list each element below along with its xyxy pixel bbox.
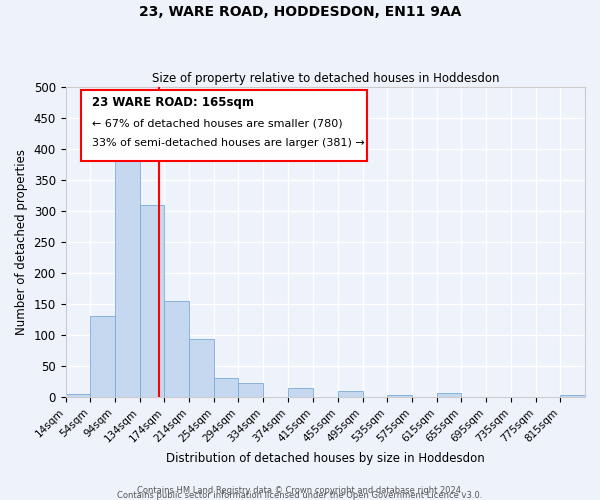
Y-axis label: Number of detached properties: Number of detached properties <box>15 149 28 335</box>
Text: 23, WARE ROAD, HODDESDON, EN11 9AA: 23, WARE ROAD, HODDESDON, EN11 9AA <box>139 5 461 19</box>
Bar <box>140 205 164 397</box>
Bar <box>90 316 115 397</box>
Text: Contains HM Land Registry data © Crown copyright and database right 2024.: Contains HM Land Registry data © Crown c… <box>137 486 463 495</box>
X-axis label: Distribution of detached houses by size in Hoddesdon: Distribution of detached houses by size … <box>166 452 485 465</box>
Bar <box>189 340 214 397</box>
Bar <box>288 388 313 397</box>
Title: Size of property relative to detached houses in Hoddesdon: Size of property relative to detached ho… <box>152 72 499 85</box>
Bar <box>65 394 90 397</box>
Bar <box>338 391 362 397</box>
Bar <box>214 378 238 397</box>
Bar <box>388 394 412 397</box>
Text: ← 67% of detached houses are smaller (780): ← 67% of detached houses are smaller (78… <box>92 118 342 128</box>
Text: 23 WARE ROAD: 165sqm: 23 WARE ROAD: 165sqm <box>92 96 254 110</box>
Bar <box>560 395 585 397</box>
Bar <box>437 394 461 397</box>
Text: Contains public sector information licensed under the Open Government Licence v3: Contains public sector information licen… <box>118 491 482 500</box>
Bar <box>164 301 189 397</box>
Text: 33% of semi-detached houses are larger (381) →: 33% of semi-detached houses are larger (… <box>92 138 364 148</box>
Bar <box>238 384 263 397</box>
FancyBboxPatch shape <box>81 90 367 162</box>
Bar <box>115 146 140 397</box>
